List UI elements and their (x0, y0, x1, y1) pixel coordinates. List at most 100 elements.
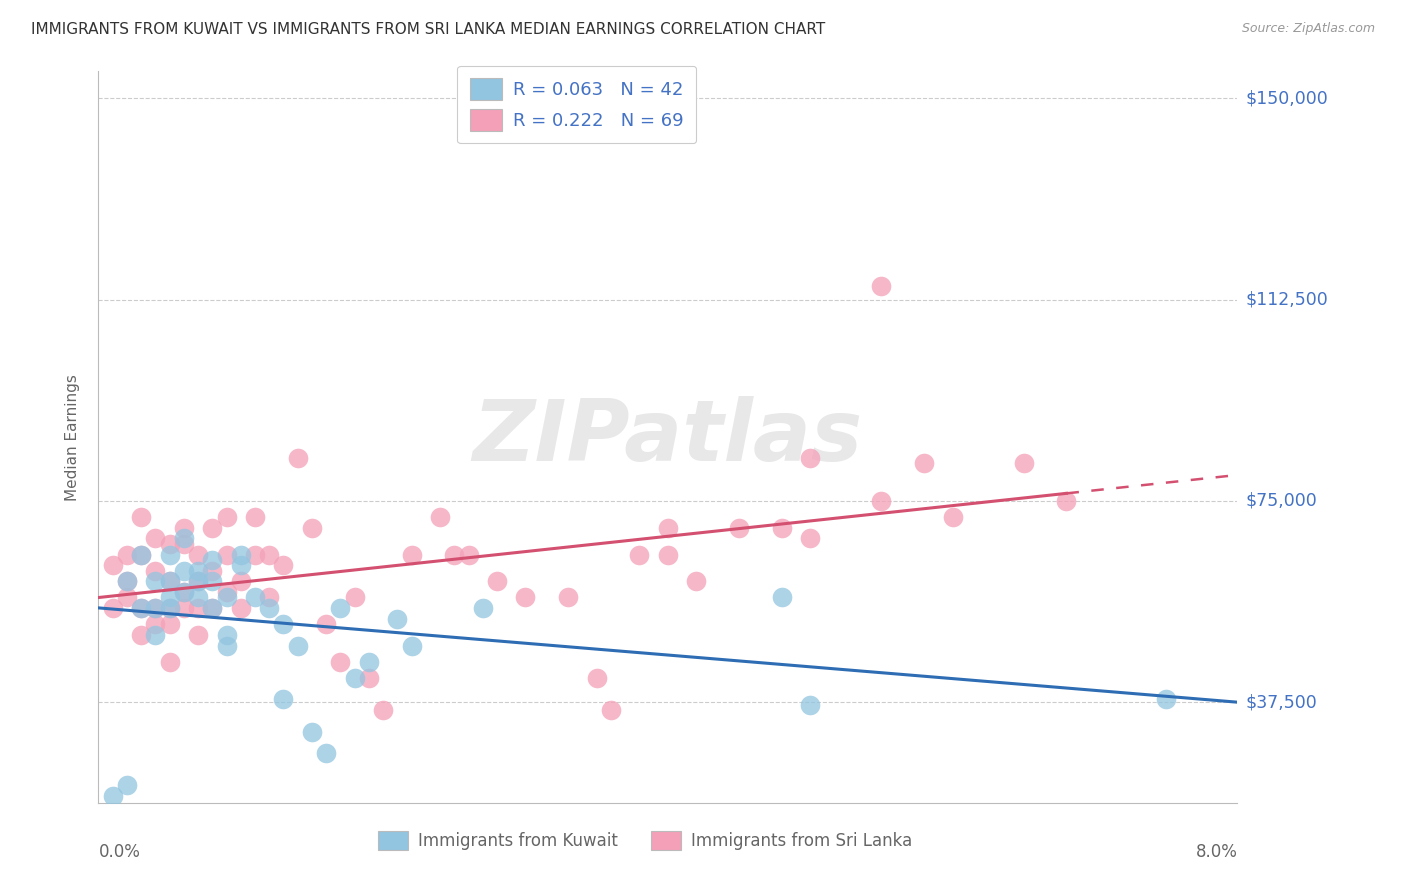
Point (429, 510, 451, 524)
Point (115, 574, 138, 589)
Point (129, 601, 152, 615)
Point (371, 703, 394, 717)
Point (129, 601, 152, 615)
Point (243, 510, 266, 524)
Point (145, 564, 167, 578)
Point (129, 548, 152, 562)
Point (173, 537, 195, 551)
Point (145, 628, 167, 642)
Point (315, 746, 337, 760)
Point (215, 585, 238, 599)
Point (357, 671, 380, 685)
Point (115, 778, 138, 792)
Text: 0.0%: 0.0% (98, 843, 141, 861)
Text: $150,000: $150,000 (1246, 89, 1329, 107)
Point (799, 698, 821, 712)
Point (343, 591, 366, 605)
Point (159, 591, 181, 605)
Point (129, 510, 152, 524)
Point (287, 639, 309, 653)
Point (215, 628, 238, 642)
Legend: Immigrants from Kuwait, Immigrants from Sri Lanka: Immigrants from Kuwait, Immigrants from … (371, 824, 920, 856)
Point (215, 548, 238, 562)
Point (315, 617, 337, 632)
Point (173, 585, 195, 599)
Point (101, 601, 124, 615)
Text: $75,000: $75,000 (1246, 491, 1317, 510)
Point (145, 574, 167, 589)
Point (187, 548, 209, 562)
Point (259, 591, 281, 605)
Point (1056, 493, 1078, 508)
Point (173, 564, 195, 578)
Point (215, 639, 238, 653)
Point (585, 671, 607, 685)
Point (173, 601, 195, 615)
Point (129, 628, 152, 642)
Point (229, 548, 252, 562)
Text: $37,500: $37,500 (1246, 693, 1317, 711)
Point (187, 628, 209, 642)
Point (115, 574, 138, 589)
Point (201, 553, 224, 567)
Point (657, 521, 679, 535)
Point (357, 655, 380, 669)
Point (301, 724, 323, 739)
Point (187, 564, 209, 578)
Point (229, 574, 252, 589)
Point (799, 532, 821, 546)
Point (215, 591, 238, 605)
Point (201, 564, 224, 578)
Point (628, 548, 651, 562)
Point (173, 521, 195, 535)
Point (159, 574, 181, 589)
Point (273, 617, 295, 632)
Point (942, 510, 965, 524)
Text: Source: ZipAtlas.com: Source: ZipAtlas.com (1241, 22, 1375, 36)
Point (159, 617, 181, 632)
Point (273, 558, 295, 573)
Point (728, 521, 751, 535)
Point (201, 521, 224, 535)
Point (229, 558, 252, 573)
Point (115, 548, 138, 562)
Point (657, 548, 679, 562)
Point (870, 279, 893, 293)
Point (159, 601, 181, 615)
Point (259, 601, 281, 615)
Point (770, 591, 793, 605)
Point (187, 574, 209, 589)
Point (215, 510, 238, 524)
Point (912, 456, 935, 470)
Point (187, 591, 209, 605)
Point (443, 548, 465, 562)
Point (486, 574, 509, 589)
Point (159, 655, 181, 669)
Point (515, 591, 537, 605)
Point (770, 521, 793, 535)
Point (129, 548, 152, 562)
Point (159, 548, 181, 562)
Point (187, 574, 209, 589)
Point (243, 591, 266, 605)
Point (329, 601, 352, 615)
Text: ZIPatlas: ZIPatlas (472, 395, 863, 479)
Point (1012, 456, 1035, 470)
Point (201, 601, 224, 615)
Point (799, 450, 821, 465)
Point (401, 548, 423, 562)
Point (1154, 692, 1177, 706)
Point (145, 532, 167, 546)
Point (145, 617, 167, 632)
Point (273, 692, 295, 706)
Point (600, 703, 623, 717)
Point (115, 591, 138, 605)
Point (159, 601, 181, 615)
Point (329, 655, 352, 669)
Point (343, 671, 366, 685)
Point (173, 585, 195, 599)
Point (145, 601, 167, 615)
Point (201, 601, 224, 615)
Point (243, 548, 266, 562)
Point (173, 532, 195, 546)
